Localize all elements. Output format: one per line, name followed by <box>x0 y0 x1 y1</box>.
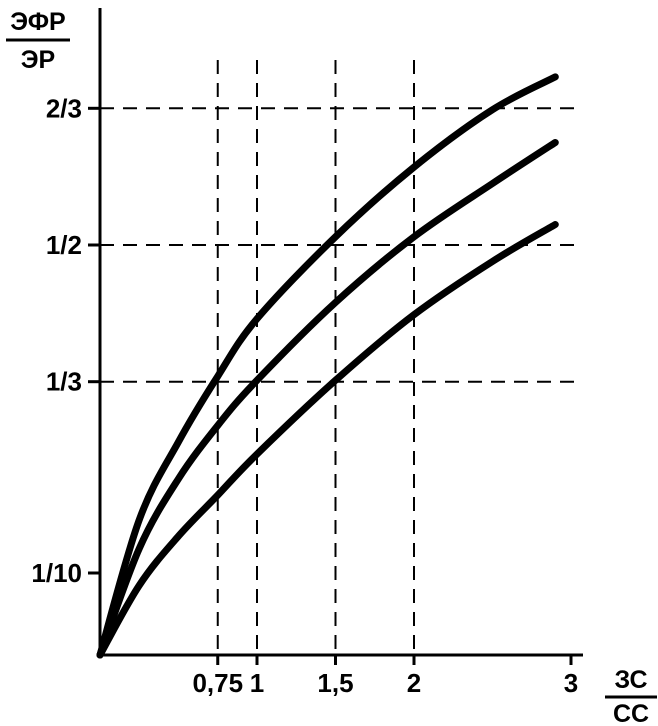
y-tick-label-3: 2/3 <box>46 93 82 123</box>
x-tick-label-1: 1 <box>250 668 264 698</box>
series-line-1 <box>96 73 559 659</box>
axis-titles: ЭФР ЭР ЗС СС <box>6 8 657 726</box>
series-lines <box>96 73 559 659</box>
x-axis-title-numerator: ЗС <box>614 666 647 694</box>
ticks: 0,75 1 1,5 2 3 1/10 1/3 1/2 2/3 <box>31 93 578 698</box>
x-tick-label-2: 1,5 <box>317 668 353 698</box>
x-axis-title-denominator: СС <box>613 700 649 726</box>
series-line-2 <box>96 139 559 659</box>
axes <box>98 8 583 657</box>
y-axis-title-numerator: ЭФР <box>10 8 65 36</box>
y-tick-label-2: 1/2 <box>46 230 82 260</box>
y-tick-label-0: 1/10 <box>31 558 82 588</box>
x-tick-label-3: 2 <box>407 668 421 698</box>
y-axis-title-denominator: ЭР <box>21 46 55 74</box>
series-line-3 <box>96 221 559 659</box>
grid-lines <box>100 60 583 655</box>
x-tick-label-4: 3 <box>564 668 578 698</box>
y-tick-label-1: 1/3 <box>46 367 82 397</box>
x-tick-label-0: 0,75 <box>192 668 243 698</box>
